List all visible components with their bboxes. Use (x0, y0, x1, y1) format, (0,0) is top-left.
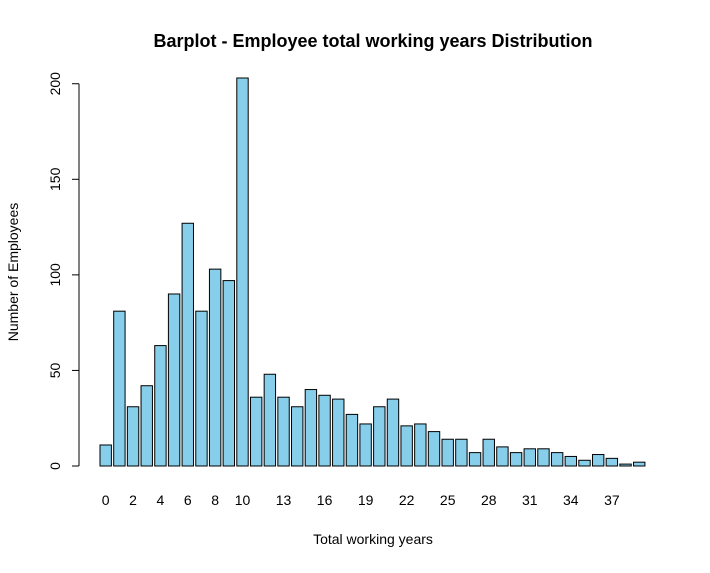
bar-5 (167, 293, 181, 467)
y-tick-label: 0 (47, 462, 63, 470)
x-tick-label: 0 (102, 492, 110, 508)
bar-12 (263, 373, 277, 467)
bar-30 (509, 452, 523, 467)
x-tick-label: 22 (399, 492, 415, 508)
bar-11 (249, 396, 263, 467)
bar-35 (578, 459, 591, 467)
bar-10 (236, 77, 249, 467)
bar-25 (441, 438, 454, 467)
bar-16 (318, 394, 331, 467)
bar-8 (208, 268, 222, 467)
x-tick-label: 6 (184, 492, 192, 508)
x-tick-label: 37 (604, 492, 620, 508)
x-tick-label: 10 (235, 492, 251, 508)
bar-20 (373, 406, 386, 467)
bar-38 (619, 463, 632, 467)
x-tick-label: 34 (563, 492, 579, 508)
bar-29 (496, 446, 509, 467)
bar-34 (564, 455, 578, 467)
y-tick-label: 200 (47, 72, 63, 96)
x-tick-label: 25 (440, 492, 456, 508)
x-tick-label: 8 (211, 492, 219, 508)
y-tick-label: 150 (47, 167, 63, 191)
bar-1 (113, 310, 126, 467)
bar-6 (181, 222, 194, 467)
bar-2 (126, 406, 140, 467)
bar-27 (468, 452, 482, 467)
x-tick-label: 19 (358, 492, 374, 508)
x-tick-label: 2 (129, 492, 137, 508)
bar-15 (304, 389, 318, 467)
bar-31 (523, 448, 536, 467)
x-tick-label: 13 (276, 492, 292, 508)
x-tick-labels: 0 2 4 6 8 10 13 16 19 22 25 28 31 34 37 (102, 492, 620, 508)
y-axis: 0 50 100 150 200 (47, 72, 80, 470)
bar-7 (195, 310, 208, 467)
x-axis-label: Total working years (313, 531, 433, 547)
bar-24 (427, 431, 441, 467)
bar-17 (332, 398, 345, 467)
y-axis-label: Number of Employees (5, 203, 21, 342)
bar-14 (291, 406, 304, 467)
bar-37 (605, 457, 619, 467)
bar-28 (482, 438, 495, 467)
bar-4 (154, 345, 167, 467)
bar-23 (414, 423, 427, 467)
bar-13 (277, 396, 290, 467)
bar-18 (345, 413, 359, 467)
bar-36 (591, 454, 605, 467)
bar-40 (633, 461, 646, 467)
y-tick-label: 100 (47, 263, 63, 287)
x-tick-label: 4 (157, 492, 165, 508)
bar-33 (550, 452, 564, 467)
bar-0 (99, 444, 112, 467)
x-tick-label: 28 (481, 492, 497, 508)
bar-26 (455, 438, 468, 467)
x-tick-label: 16 (317, 492, 333, 508)
bar-19 (359, 423, 372, 467)
bar-32 (537, 448, 550, 467)
chart-title: Barplot - Employee total working years D… (153, 31, 592, 51)
bars-group (99, 77, 646, 467)
y-tick-label: 50 (47, 362, 63, 378)
bar-9 (222, 280, 236, 467)
bar-22 (400, 425, 413, 467)
x-tick-label: 31 (522, 492, 538, 508)
bar-21 (386, 398, 400, 467)
bar-3 (140, 385, 153, 467)
